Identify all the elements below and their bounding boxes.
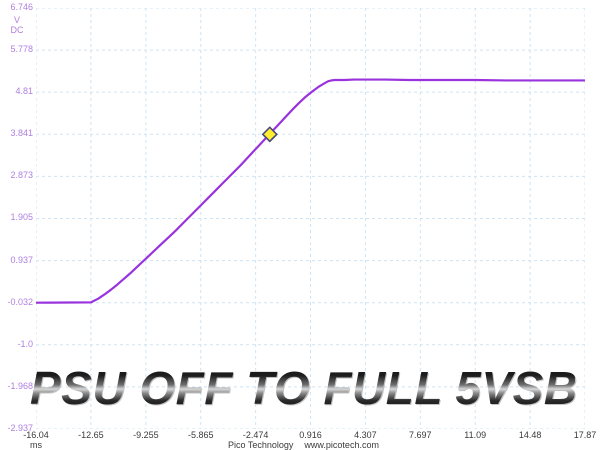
y-axis-tick-label: -2.937 <box>7 423 33 433</box>
vendor-credit: Pico Technology www.picotech.com <box>228 440 379 450</box>
overlay-caption: PSU OFF TO FULL 5VSB <box>30 362 578 414</box>
y-axis-tick-label: 0.937 <box>10 254 33 265</box>
x-axis-tick-label: -9.255 <box>133 430 159 440</box>
grid-layer <box>36 8 585 429</box>
x-axis-tick-label: 17.87 <box>573 430 597 440</box>
x-axis-tick-label: 11.09 <box>464 430 487 440</box>
x-axis-tick-label: 7.697 <box>409 430 432 440</box>
y-axis-tick-label: -1.968 <box>7 380 33 391</box>
y-axis-tick-label: 4.81 <box>15 86 33 97</box>
y-axis-tick-label: 5.778 <box>10 44 33 55</box>
measurement-marker-diamond <box>261 126 278 143</box>
y-axis-unit-coupling: DC <box>10 25 24 35</box>
y-axis-tick-label: 3.841 <box>10 128 33 139</box>
vendor-name: Pico Technology <box>228 440 294 450</box>
x-axis-tick-label: -12.65 <box>78 430 104 440</box>
x-axis: ms -16.04 -12.65 -9.255 -5.865 -2.474 0.916 4.… <box>0 430 600 450</box>
y-axis-tick-label: 2.873 <box>10 170 33 181</box>
x-axis-tick-label: -5.865 <box>187 430 214 440</box>
waveform-plot-area[interactable] <box>36 8 585 429</box>
x-axis-tick-label: -16.04 <box>23 430 49 440</box>
x-axis-tick-label: 14.48 <box>518 430 542 440</box>
y-axis-tick-label: -0.032 <box>7 296 33 307</box>
signal-trace <box>36 78 585 304</box>
x-axis-unit: ms <box>30 440 42 450</box>
y-axis: V DC 6.746 5.778 4.81 3.841 2.873 1.905 0.937 -… <box>0 0 34 450</box>
vendor-website[interactable]: www.picotech.com <box>304 440 379 450</box>
y-axis-unit: V DC <box>0 15 34 35</box>
marker-layer[interactable] <box>36 8 585 429</box>
y-axis-unit-volts: V <box>13 15 20 25</box>
x-axis-tick-label: 4.307 <box>354 430 377 440</box>
y-axis-tick-label: 1.905 <box>10 212 33 223</box>
x-axis-tick-label: -2.474 <box>242 430 269 440</box>
y-axis-tick-label: -1.0 <box>17 338 33 349</box>
x-axis-tick-label: 0.916 <box>299 430 322 440</box>
caption-shadow: PSU OFF TO FULL 5VSB <box>31 363 578 415</box>
y-axis-tick-label: 6.746 <box>10 2 33 12</box>
